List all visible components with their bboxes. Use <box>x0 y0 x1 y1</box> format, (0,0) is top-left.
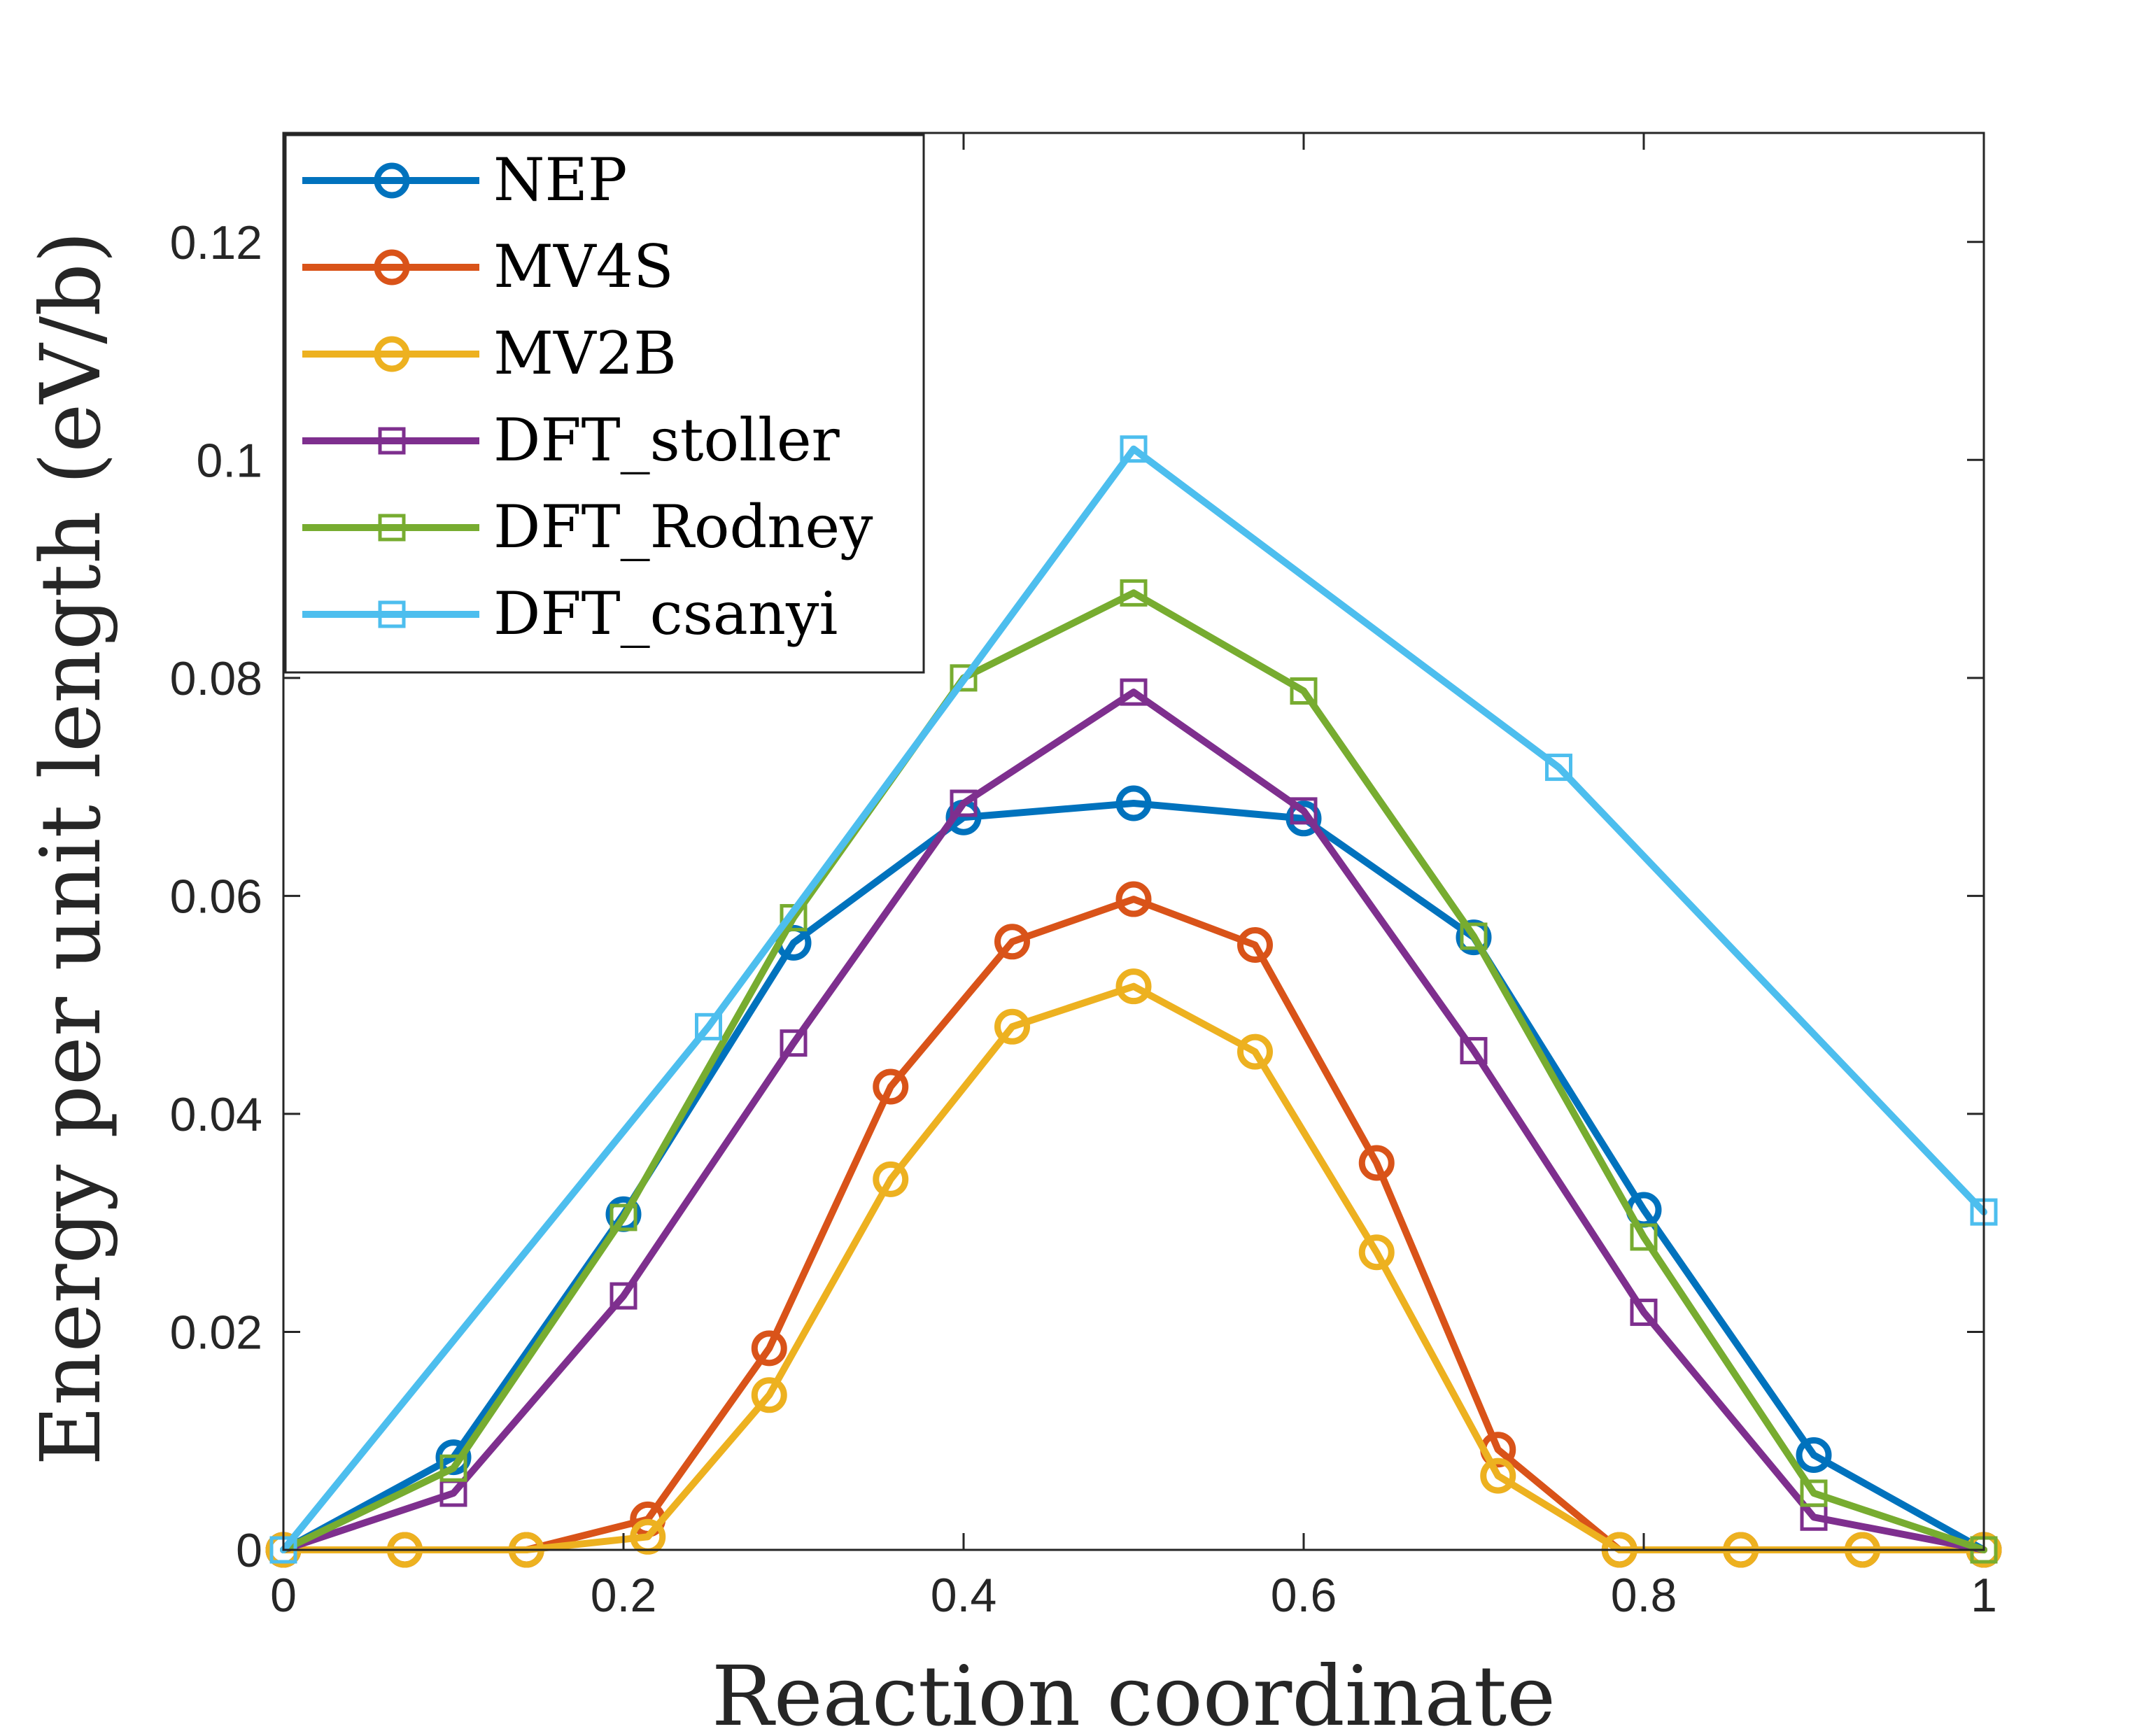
x-tick-label: 0.2 <box>591 1569 657 1622</box>
legend-label: DFT_stoller <box>493 406 840 474</box>
data-point-mv2b <box>1115 968 1152 1005</box>
data-point-nep <box>1115 785 1152 821</box>
axis-tick-labels: 0 0.2 0.4 0.6 0.8 1 0 0.02 0.04 0.06 0.08 0.1 0.12 <box>170 216 1997 1622</box>
series-dft-rodney <box>269 579 1998 1564</box>
series-line-dft-csanyi <box>280 445 1987 1553</box>
legend-label: MV2B <box>493 319 677 388</box>
data-point-nep <box>1796 1437 1832 1473</box>
legend-item: MV2B <box>302 319 677 388</box>
series-line-dft-rodney <box>280 589 1987 1553</box>
y-tick-label: 0.12 <box>170 216 262 269</box>
data-point-nep <box>1285 800 1322 837</box>
data-point-mv4s <box>873 1068 909 1105</box>
data-point-mv4s <box>751 1330 787 1367</box>
data-point-mv2b <box>630 1518 666 1555</box>
x-tick-label: 0.4 <box>931 1569 997 1622</box>
plot-area-frame <box>282 132 1985 1551</box>
legend-item: DFT_stoller <box>302 406 840 474</box>
legend-item: DFT_Rodney <box>302 493 873 561</box>
data-point-dft-rodney <box>1290 677 1318 705</box>
data-point-dft-stoller <box>1290 797 1318 825</box>
y-tick-label: 0.04 <box>170 1088 262 1141</box>
legend-label: MV4S <box>493 232 674 301</box>
data-point-dft-rodney <box>1800 1479 1828 1507</box>
data-point-mv2b <box>1480 1458 1516 1494</box>
y-tick-label: 0.08 <box>170 652 262 705</box>
legend-box <box>284 134 925 674</box>
x-tick-label: 0.8 <box>1611 1569 1677 1622</box>
data-point-mv4s <box>1115 881 1152 917</box>
legend-label: DFT_Rodney <box>493 493 873 561</box>
data-point-dft-stoller <box>1460 1037 1488 1065</box>
data-point-dft-rodney <box>1120 579 1148 607</box>
data-point-dft-rodney <box>610 1204 637 1232</box>
y-tick-label: 0.02 <box>170 1306 262 1359</box>
legend-marker <box>378 600 406 628</box>
data-point-dft-csanyi <box>1545 754 1572 782</box>
data-point-dft-rodney <box>1630 1223 1658 1251</box>
legend-marker <box>374 336 410 372</box>
y-tick-label: 0.06 <box>170 870 262 923</box>
legend-label: DFT_csanyi <box>493 579 838 648</box>
data-point-mv4s <box>994 924 1030 960</box>
legend-label: NEP <box>493 146 627 214</box>
y-tick-label: 0.1 <box>196 434 262 487</box>
data-point-dft-stoller <box>950 789 978 817</box>
data-point-mv2b <box>1358 1234 1395 1271</box>
data-point-mv2b <box>994 1008 1030 1045</box>
data-point-dft-rodney <box>950 664 978 692</box>
legend-item: NEP <box>302 146 627 214</box>
legend-marker <box>378 514 406 542</box>
data-point-dft-rodney <box>439 1454 467 1482</box>
y-axis-title: Energy per unit length (eV/b) <box>22 231 119 1465</box>
legend-marker <box>374 249 410 285</box>
x-tick-label: 0.6 <box>1271 1569 1337 1622</box>
data-point-mv2b <box>751 1377 787 1413</box>
legend-item: DFT_csanyi <box>302 579 838 648</box>
data-point-mv2b <box>873 1161 909 1197</box>
data-point-mv4s <box>1358 1145 1395 1181</box>
x-tick-label: 1 <box>1971 1569 1997 1622</box>
legend-marker <box>374 162 410 199</box>
y-tick-label: 0 <box>236 1524 262 1577</box>
data-point-dft-csanyi <box>1120 435 1148 463</box>
data-point-dft-stoller <box>610 1282 637 1310</box>
legend: NEP MV4S MV2B DFT_stoller DFT_Rodney DFT_csan… <box>284 134 925 674</box>
data-point-dft-stoller <box>1120 678 1148 706</box>
x-axis-title: Reaction coordinate <box>712 1648 1556 1736</box>
data-point-dft-stoller <box>1630 1298 1658 1326</box>
data-point-mv2b <box>1237 1033 1274 1070</box>
data-point-dft-csanyi <box>695 1012 722 1040</box>
data-point-mv4s <box>1237 926 1274 963</box>
data-point-dft-rodney <box>1460 922 1488 950</box>
x-tick-label: 0 <box>270 1569 297 1622</box>
data-point-dft-stoller <box>780 1029 808 1057</box>
series-line-dft-stoller <box>280 689 1987 1553</box>
legend-marker <box>378 427 406 455</box>
legend-item: MV4S <box>302 232 674 301</box>
